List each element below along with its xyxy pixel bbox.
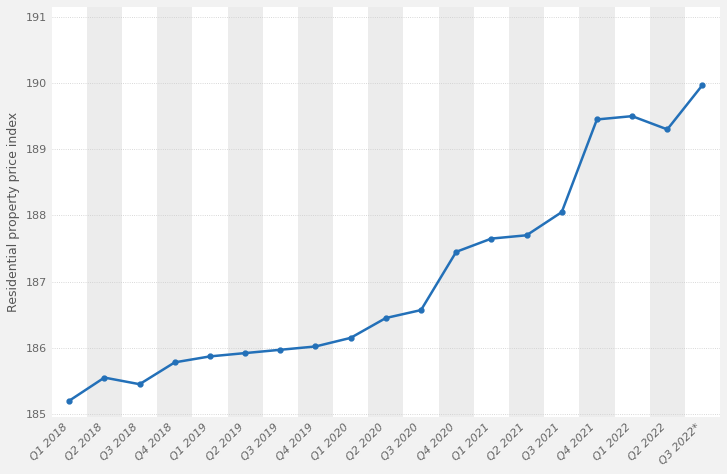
- Bar: [650, 7, 685, 417]
- Bar: [438, 7, 474, 417]
- Bar: [579, 7, 614, 417]
- Y-axis label: Residential property price index: Residential property price index: [7, 112, 20, 312]
- Bar: [298, 7, 333, 417]
- Bar: [87, 7, 122, 417]
- Bar: [369, 7, 403, 417]
- Bar: [157, 7, 193, 417]
- Bar: [509, 7, 544, 417]
- Bar: [228, 7, 262, 417]
